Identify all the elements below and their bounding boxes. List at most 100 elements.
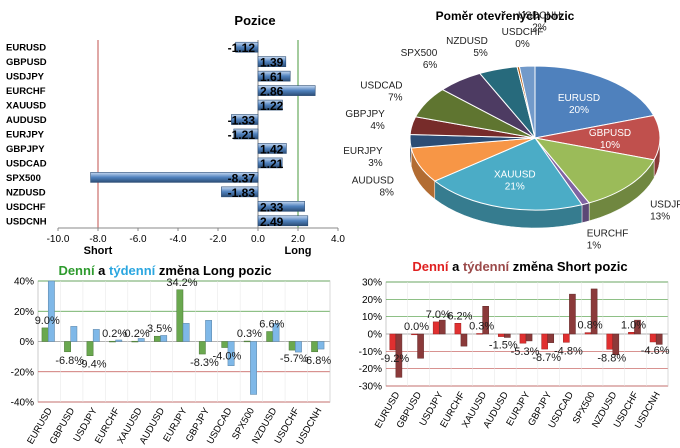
value-label: 2.86 — [260, 85, 284, 99]
daily-value-label: 0.3% — [237, 328, 262, 340]
bar-daily — [243, 340, 251, 343]
value-label: -8.37 — [228, 171, 256, 185]
x-tick-label: 0.0 — [251, 234, 265, 245]
reference-label-short: Short — [84, 245, 113, 257]
category-label: USDCHF — [6, 202, 46, 213]
daily-value-label: 0.0% — [404, 321, 429, 333]
position-bar — [221, 186, 259, 198]
bar-weekly — [137, 338, 145, 342]
y-tick-label: -40% — [11, 398, 34, 409]
position-bar — [257, 215, 309, 227]
daily-value-label: -8.8% — [597, 352, 626, 364]
daily-value-label: -9.2% — [380, 353, 409, 365]
bar-weekly — [590, 288, 598, 335]
pie-slice-xauusd — [433, 137, 583, 211]
position-bar — [235, 41, 259, 53]
bar-weekly — [250, 341, 257, 395]
pie-slice-percent: 10% — [600, 140, 620, 151]
pie-slice-eurusd — [534, 65, 655, 139]
y-tick-label: 0% — [20, 337, 35, 348]
daily-value-label: 6.2% — [447, 310, 472, 322]
bar-weekly — [438, 319, 446, 335]
position-bar — [257, 157, 283, 169]
bar-daily — [86, 341, 94, 356]
position-bar — [90, 172, 259, 183]
daily-value-label: 0.2% — [125, 328, 150, 340]
pie-slice-percent: 8% — [379, 187, 394, 198]
pie-slice-name: GBPJPY — [345, 109, 385, 120]
pie-slice-name: USDCHF — [502, 27, 544, 38]
bar-daily — [64, 341, 71, 353]
pie-slice-percent: 4% — [370, 121, 385, 132]
daily-value-label: 6.6% — [259, 319, 284, 331]
daily-value-label: 1.0% — [621, 319, 646, 331]
category-label: EURJPY — [6, 130, 45, 141]
daily-value-label: -8.7% — [532, 352, 561, 364]
bar-weekly — [272, 323, 280, 342]
bar-daily — [311, 341, 319, 353]
pie-title: Poměr otevřených pozic — [436, 9, 575, 23]
bar-weekly — [182, 323, 190, 342]
daily-value-label: -4.6% — [641, 345, 670, 357]
bar-daily — [41, 327, 49, 342]
bar-daily — [411, 333, 418, 336]
title-part: změna Short pozic — [509, 259, 627, 274]
daily-value-label: -6.8% — [55, 355, 84, 367]
title-part: týdenní — [109, 263, 156, 278]
value-label: 1.21 — [260, 157, 284, 171]
value-label: -1.12 — [228, 41, 256, 55]
category-label: USDJPY — [6, 72, 45, 83]
change-chart-title: Denní a týdenní změna Long pozic — [58, 263, 271, 278]
value-label: -1.83 — [228, 186, 256, 200]
bar-daily — [519, 333, 527, 344]
title-part: a — [95, 263, 109, 278]
value-label: 1.61 — [260, 70, 284, 84]
value-label: 2.49 — [260, 215, 284, 229]
pie-slice-percent: 7% — [388, 92, 403, 103]
category-label: XAUUSD — [6, 101, 46, 112]
position-bar — [257, 99, 283, 111]
bar-weekly — [295, 341, 302, 353]
bar-daily — [606, 333, 614, 350]
x-tick-label: 4.0 — [331, 234, 345, 245]
x-tick-label: -6.0 — [129, 234, 147, 245]
value-label: -1.21 — [228, 128, 256, 142]
title-part: Denní — [412, 259, 449, 274]
category-label: AUDUSD — [6, 115, 47, 126]
bar-daily — [628, 332, 635, 335]
y-tick-label: 20% — [362, 295, 382, 306]
daily-value-label: -4.0% — [213, 351, 242, 363]
y-tick-label: -20% — [11, 367, 34, 378]
pie-slice-usdjpy — [533, 137, 655, 204]
bar-weekly — [612, 333, 620, 356]
bar-daily — [541, 333, 548, 350]
bar-daily — [198, 341, 206, 355]
bar-daily — [109, 340, 116, 343]
pie-slice-percent: 1% — [587, 240, 602, 251]
value-label: 2.33 — [260, 200, 284, 214]
short-change-chart: Denní a týdenní změna Short pozic -30% -20… — [359, 259, 670, 431]
bar-weekly — [634, 319, 641, 335]
pie-slice-gbpusd — [534, 114, 661, 161]
bar-daily — [497, 333, 505, 337]
pie-slice-percent: 0% — [515, 39, 530, 50]
position-bar — [257, 56, 287, 67]
daily-value-label: -9.4% — [78, 359, 107, 371]
bar-weekly — [482, 306, 489, 335]
bar-weekly — [160, 335, 168, 342]
pie-slice-name: USDCAD — [360, 80, 402, 91]
category-label: EURCHF — [6, 86, 46, 97]
value-label: 1.22 — [260, 99, 284, 113]
bar-daily — [131, 340, 139, 343]
pie-slice-name: USDCNH — [518, 10, 561, 21]
daily-value-label: -4.8% — [554, 345, 583, 357]
bar-weekly — [47, 280, 55, 342]
value-label: -1.33 — [228, 114, 256, 128]
bar-daily — [288, 341, 296, 351]
daily-value-label: 0.2% — [102, 328, 127, 340]
bar-daily — [454, 323, 462, 335]
daily-value-label: 9.0% — [35, 315, 60, 327]
x-tick-label: -2.0 — [209, 234, 227, 245]
bar-weekly — [547, 333, 555, 343]
position-bar — [257, 85, 316, 96]
